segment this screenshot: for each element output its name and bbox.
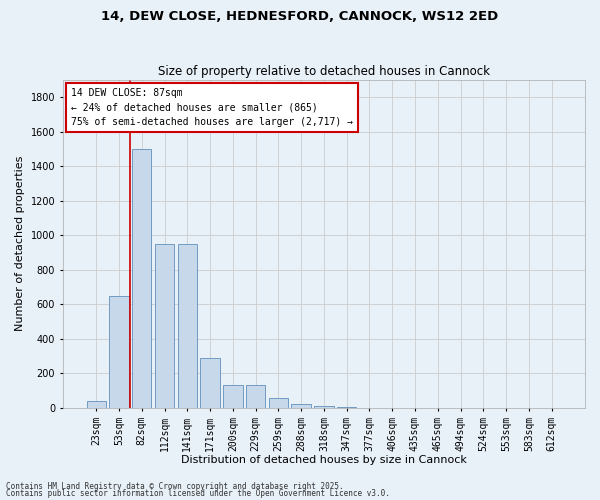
Bar bbox=[109, 296, 128, 408]
X-axis label: Distribution of detached houses by size in Cannock: Distribution of detached houses by size … bbox=[181, 455, 467, 465]
Bar bbox=[314, 406, 334, 408]
Bar bbox=[223, 386, 242, 408]
Bar bbox=[178, 244, 197, 408]
Bar bbox=[292, 404, 311, 408]
Bar bbox=[337, 407, 356, 408]
Bar bbox=[269, 398, 288, 408]
Text: 14 DEW CLOSE: 87sqm
← 24% of detached houses are smaller (865)
75% of semi-detac: 14 DEW CLOSE: 87sqm ← 24% of detached ho… bbox=[71, 88, 353, 128]
Bar bbox=[200, 358, 220, 408]
Bar bbox=[246, 386, 265, 408]
Text: 14, DEW CLOSE, HEDNESFORD, CANNOCK, WS12 2ED: 14, DEW CLOSE, HEDNESFORD, CANNOCK, WS12… bbox=[101, 10, 499, 23]
Bar bbox=[132, 149, 151, 408]
Y-axis label: Number of detached properties: Number of detached properties bbox=[15, 156, 25, 332]
Bar bbox=[155, 244, 174, 408]
Title: Size of property relative to detached houses in Cannock: Size of property relative to detached ho… bbox=[158, 66, 490, 78]
Text: Contains public sector information licensed under the Open Government Licence v3: Contains public sector information licen… bbox=[6, 490, 390, 498]
Text: Contains HM Land Registry data © Crown copyright and database right 2025.: Contains HM Land Registry data © Crown c… bbox=[6, 482, 344, 491]
Bar bbox=[86, 401, 106, 408]
